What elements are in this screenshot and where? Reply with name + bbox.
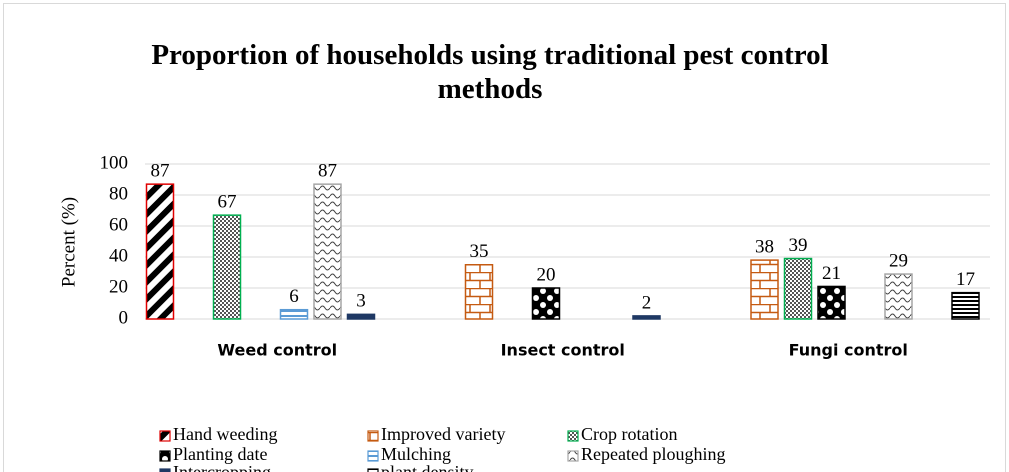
- data-label: 20: [537, 264, 556, 285]
- x-tick-label: Insect control: [501, 341, 625, 360]
- data-label: 87: [318, 161, 337, 182]
- legend-label: Hand weeding: [173, 424, 277, 444]
- legend-swatch: [159, 430, 171, 442]
- bar: [750, 259, 779, 320]
- data-label: 87: [151, 161, 170, 182]
- legend-label: plant density: [381, 462, 474, 472]
- bar: [464, 264, 494, 320]
- data-label: 17: [956, 269, 975, 290]
- bar: [783, 257, 813, 320]
- x-tick-label: Weed control: [217, 341, 337, 360]
- data-label: 39: [789, 235, 808, 256]
- chart-title: Proportion of households using tradition…: [151, 39, 829, 105]
- data-label: 3: [356, 291, 366, 312]
- y-tick-label: 60: [109, 214, 128, 235]
- bar: [632, 315, 661, 320]
- bar: [212, 214, 242, 320]
- legend-swatch: [567, 450, 579, 462]
- data-label: 67: [218, 192, 237, 213]
- y-tick-label: 0: [119, 307, 129, 328]
- chart-border: [3, 3, 1006, 472]
- legend-label: Crop rotation: [581, 424, 678, 444]
- bar: [313, 183, 342, 320]
- y-tick-label: 20: [109, 276, 128, 297]
- bar: [951, 291, 980, 320]
- bar: [346, 313, 376, 320]
- y-axis-title: Percent (%): [58, 197, 79, 287]
- data-label: 6: [289, 286, 299, 307]
- x-tick-label: Fungi control: [789, 341, 908, 360]
- bar: [531, 287, 561, 320]
- legend-label: Intercropping: [173, 462, 271, 472]
- data-label: 38: [755, 236, 774, 257]
- y-tick-label: 80: [109, 183, 128, 204]
- data-label: 29: [889, 250, 908, 271]
- y-tick-label: 100: [100, 152, 129, 173]
- legend-swatch: [159, 450, 171, 462]
- data-label: 2: [642, 292, 652, 313]
- data-label: 21: [822, 263, 841, 284]
- bar: [279, 308, 309, 320]
- legend-swatch: [159, 468, 171, 472]
- bar: [817, 285, 846, 320]
- bar: [884, 273, 913, 320]
- legend-swatch: [367, 468, 379, 472]
- legend-label: Mulching: [381, 444, 451, 464]
- legend-swatch: [367, 430, 379, 442]
- data-label: 35: [470, 241, 489, 262]
- legend-label: Planting date: [173, 444, 267, 464]
- legend-label: Repeated ploughing: [581, 444, 725, 464]
- legend-label: Improved variety: [381, 424, 505, 444]
- legend-swatch: [567, 430, 579, 442]
- legend-swatch: [367, 450, 379, 462]
- bar: [145, 183, 175, 320]
- y-tick-label: 40: [109, 245, 128, 266]
